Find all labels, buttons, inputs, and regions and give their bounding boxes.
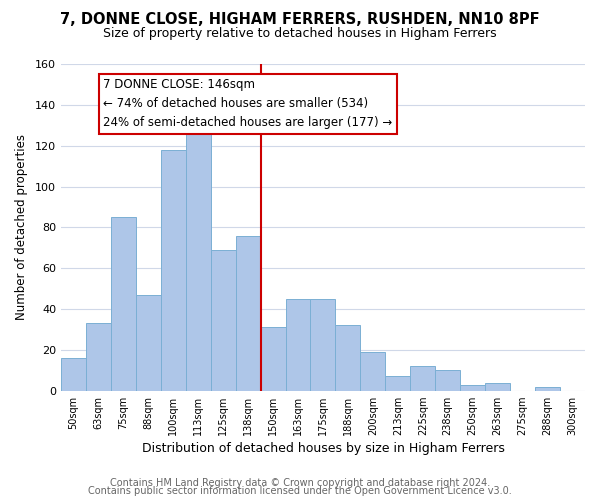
Bar [535, 386, 560, 390]
Bar [86, 324, 111, 390]
Bar [236, 236, 260, 390]
Bar [435, 370, 460, 390]
Text: 7 DONNE CLOSE: 146sqm
← 74% of detached houses are smaller (534)
24% of semi-det: 7 DONNE CLOSE: 146sqm ← 74% of detached … [103, 78, 392, 130]
Bar [61, 358, 86, 390]
Bar [111, 217, 136, 390]
Bar [136, 294, 161, 390]
Bar [460, 384, 485, 390]
Bar [211, 250, 236, 390]
Text: 7, DONNE CLOSE, HIGHAM FERRERS, RUSHDEN, NN10 8PF: 7, DONNE CLOSE, HIGHAM FERRERS, RUSHDEN,… [60, 12, 540, 28]
Bar [260, 328, 286, 390]
Bar [410, 366, 435, 390]
Bar [385, 376, 410, 390]
Text: Size of property relative to detached houses in Higham Ferrers: Size of property relative to detached ho… [103, 28, 497, 40]
Bar [485, 382, 510, 390]
Bar [361, 352, 385, 391]
Bar [186, 132, 211, 390]
Bar [310, 299, 335, 390]
Text: Contains public sector information licensed under the Open Government Licence v3: Contains public sector information licen… [88, 486, 512, 496]
Bar [286, 299, 310, 390]
Bar [335, 326, 361, 390]
Y-axis label: Number of detached properties: Number of detached properties [15, 134, 28, 320]
Bar [161, 150, 186, 390]
Text: Contains HM Land Registry data © Crown copyright and database right 2024.: Contains HM Land Registry data © Crown c… [110, 478, 490, 488]
X-axis label: Distribution of detached houses by size in Higham Ferrers: Distribution of detached houses by size … [142, 442, 505, 455]
